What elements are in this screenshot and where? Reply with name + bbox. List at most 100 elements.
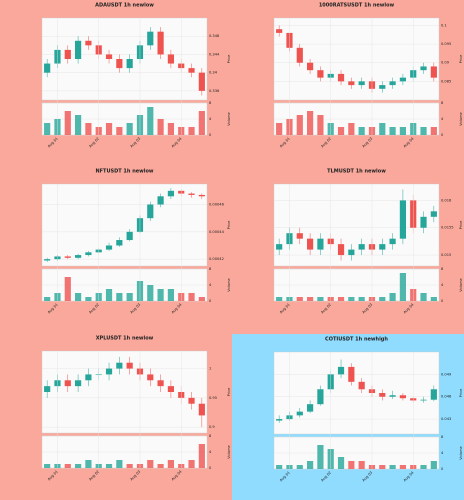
volume-bar bbox=[64, 464, 71, 468]
volume-bar bbox=[420, 293, 427, 301]
candle-body bbox=[126, 362, 133, 369]
volume-bar bbox=[85, 297, 92, 301]
volume-bar bbox=[85, 460, 92, 468]
x-tick-label: Aug 03 bbox=[130, 303, 142, 315]
x-tick-label: Aug 02 bbox=[320, 303, 332, 315]
candle-body bbox=[399, 200, 406, 239]
volume-tick-label: 8 bbox=[441, 267, 444, 271]
volume-tick-label: 0 bbox=[441, 133, 444, 137]
volume-bar bbox=[105, 464, 113, 468]
volume-bar bbox=[399, 273, 406, 301]
volume-tick-label: 8 bbox=[209, 267, 212, 271]
volume-bar bbox=[317, 445, 324, 469]
candle-body bbox=[276, 244, 283, 250]
candle-body bbox=[147, 31, 154, 46]
candle-body bbox=[358, 81, 365, 86]
volume-bar bbox=[64, 277, 71, 301]
volume-tick-label: 4 bbox=[209, 450, 212, 454]
volume-bar bbox=[317, 297, 324, 301]
candle-body bbox=[64, 256, 71, 258]
volume-bar bbox=[147, 107, 154, 135]
candle-body bbox=[167, 54, 174, 64]
candle-body bbox=[85, 374, 92, 381]
volume-bar bbox=[379, 123, 386, 135]
candle-body bbox=[430, 389, 437, 400]
candle-body bbox=[157, 196, 164, 205]
x-tick-label: Aug 01 bbox=[47, 137, 59, 149]
candle-body bbox=[198, 72, 205, 91]
volume-bar bbox=[348, 297, 355, 301]
volume-bar bbox=[296, 465, 303, 469]
chart-panel: NFTUSDT 1h newlow 0.00042 0.00044 0.00046 0 4… bbox=[0, 166, 232, 333]
candle-body bbox=[379, 393, 386, 397]
x-tick-label: Aug 01 bbox=[279, 137, 291, 149]
chart-title: COTIUSDT 1h newhigh bbox=[325, 337, 388, 343]
volume-bar bbox=[358, 127, 365, 135]
volume-tick-label: 0 bbox=[209, 466, 212, 470]
y-tick-label: 0.049 bbox=[441, 372, 452, 376]
volume-tick-label: 0 bbox=[441, 299, 444, 303]
candle-body bbox=[348, 366, 355, 382]
candle-body bbox=[198, 194, 205, 197]
chart-panel: 1000RATSUSDT 1h newlow 0.085 0.09 0.095 0.1 0… bbox=[232, 0, 464, 167]
volume-axis-label: Volume bbox=[459, 112, 463, 126]
y-tick-label: 0.043 bbox=[441, 417, 451, 421]
volume-bar bbox=[198, 444, 205, 468]
candle-body bbox=[317, 238, 324, 250]
candle-body bbox=[157, 380, 164, 387]
volume-bar bbox=[296, 115, 303, 135]
volume-bar bbox=[379, 297, 386, 301]
candle-body bbox=[317, 70, 324, 78]
y-axis-label: Price bbox=[227, 220, 231, 230]
candle-body bbox=[157, 31, 164, 55]
candle-body bbox=[296, 233, 303, 239]
volume-bar bbox=[167, 460, 174, 468]
volume-tick-label: 8 bbox=[441, 101, 444, 105]
candle-body bbox=[337, 244, 345, 256]
volume-bar bbox=[420, 465, 427, 469]
y-tick-label: 1 bbox=[209, 367, 211, 371]
candle-body bbox=[126, 59, 133, 69]
volume-bar bbox=[276, 123, 283, 135]
candle-body bbox=[276, 419, 283, 421]
candle-body bbox=[75, 255, 82, 258]
x-tick-label: Aug 02 bbox=[320, 137, 332, 149]
volume-bar bbox=[379, 465, 386, 469]
candle-body bbox=[116, 240, 123, 246]
volume-bar bbox=[307, 461, 314, 469]
candle-body bbox=[64, 380, 71, 387]
volume-bar bbox=[75, 293, 82, 301]
candle-body bbox=[420, 66, 427, 71]
volume-bar bbox=[85, 123, 92, 135]
x-tick-label: Aug 02 bbox=[88, 470, 100, 482]
candle-body bbox=[44, 386, 51, 392]
candle-body bbox=[389, 81, 396, 86]
volume-bar bbox=[126, 293, 133, 301]
y-tick-label: 0.015 bbox=[441, 253, 451, 257]
x-tick-label: Aug 01 bbox=[47, 303, 59, 315]
volume-bar bbox=[307, 111, 314, 135]
candle-body bbox=[420, 399, 427, 401]
x-tick-label: Aug 03 bbox=[362, 137, 374, 149]
volume-bar bbox=[430, 461, 437, 469]
chart-title: 1000RATSUSDT 1h newlow bbox=[319, 3, 395, 9]
volume-bar bbox=[147, 285, 154, 301]
volume-bar bbox=[157, 464, 164, 468]
volume-bar bbox=[337, 127, 345, 135]
volume-tick-label: 0 bbox=[209, 133, 212, 137]
x-tick-label: Aug 01 bbox=[279, 471, 291, 483]
volume-bar bbox=[44, 464, 51, 468]
candle-body bbox=[276, 29, 283, 33]
y-tick-label: 0.0155 bbox=[441, 226, 454, 230]
x-tick-label: Aug 01 bbox=[279, 303, 291, 315]
volume-bar bbox=[126, 464, 133, 468]
volume-tick-label: 0 bbox=[209, 299, 212, 303]
y-tick-label: 0.348 bbox=[209, 34, 220, 38]
candle-body bbox=[75, 40, 82, 59]
volume-tick-label: 0 bbox=[441, 467, 444, 471]
volume-bar bbox=[116, 460, 123, 468]
y-tick-label: 0.344 bbox=[209, 52, 220, 56]
volume-bar bbox=[389, 293, 396, 301]
volume-bar bbox=[44, 297, 51, 301]
